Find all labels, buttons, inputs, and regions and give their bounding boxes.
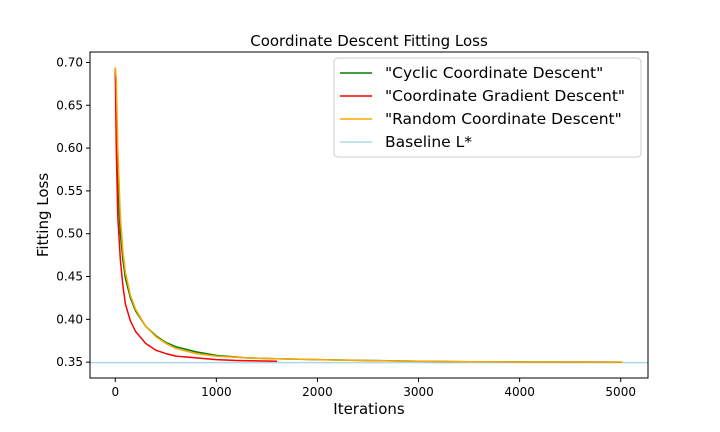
legend-label: "Cyclic Coordinate Descent" bbox=[385, 64, 603, 82]
x-axis: 0 1000 2000 3000 4000 5000 bbox=[111, 378, 636, 399]
y-tick-label: 0.65 bbox=[56, 98, 83, 112]
y-tick-label: 0.70 bbox=[56, 55, 83, 69]
x-tick-label: 4000 bbox=[504, 385, 535, 399]
legend: "Cyclic Coordinate Descent" "Coordinate G… bbox=[333, 57, 642, 158]
x-tick-label: 1000 bbox=[201, 385, 232, 399]
series-layer bbox=[114, 67, 623, 363]
legend-label: "Coordinate Gradient Descent" bbox=[385, 87, 625, 105]
plot-frame bbox=[89, 51, 649, 379]
y-axis-label: Fitting Loss bbox=[34, 173, 52, 258]
y-tick-label: 0.40 bbox=[56, 312, 83, 326]
x-axis-label: Iterations bbox=[333, 400, 405, 418]
y-axis: 0.35 0.40 0.45 0.50 0.55 0.60 0.65 0.70 bbox=[56, 55, 90, 369]
legend-box bbox=[333, 57, 642, 158]
y-tick-label: 0.45 bbox=[56, 270, 83, 284]
chart-title: Coordinate Descent Fitting Loss bbox=[250, 32, 488, 50]
legend-label: "Random Coordinate Descent" bbox=[385, 110, 622, 128]
x-tick-label: 3000 bbox=[403, 385, 434, 399]
y-tick-label: 0.55 bbox=[56, 184, 83, 198]
x-tick-label: 5000 bbox=[605, 385, 636, 399]
series-line-1 bbox=[114, 67, 278, 363]
plot-area bbox=[89, 51, 649, 379]
y-tick-label: 0.50 bbox=[56, 227, 83, 241]
y-tick-label: 0.60 bbox=[56, 141, 83, 155]
legend-label: Baseline L* bbox=[385, 133, 472, 151]
y-tick-label: 0.35 bbox=[56, 355, 83, 369]
x-tick-label: 2000 bbox=[302, 385, 333, 399]
series-line-2 bbox=[114, 67, 623, 363]
x-tick-label: 0 bbox=[111, 385, 119, 399]
